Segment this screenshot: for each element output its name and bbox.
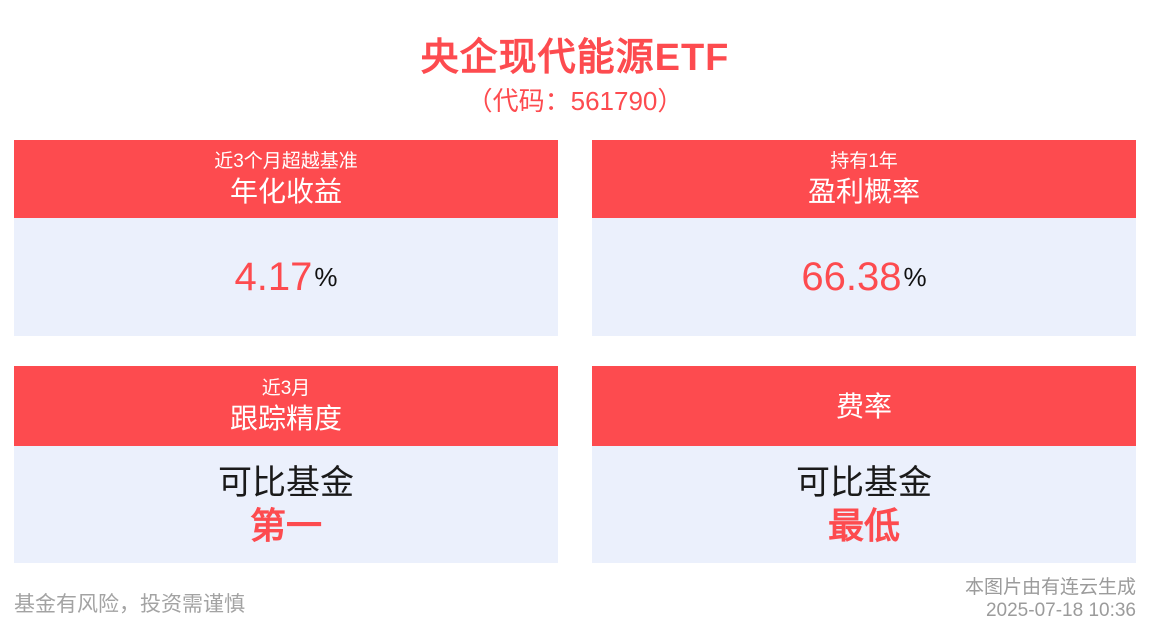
comparable-funds-label: 可比基金	[796, 463, 932, 502]
card-annualized-return: 近3个月超越基准 年化收益 4.17%	[14, 140, 558, 336]
card-fee-rate-header: 费率	[592, 366, 1136, 446]
card-profit-probability-body: 66.38%	[592, 218, 1136, 336]
card-metric-label: 年化收益	[229, 176, 342, 208]
profit-probability-unit: %	[903, 261, 927, 292]
image-credit-timestamp: 2025-07-18 10:36	[985, 599, 1136, 621]
card-period-label: 持有1年	[830, 150, 898, 172]
tracking-precision-rank: 第一	[249, 505, 322, 547]
page-title: 央企现代能源ETF	[420, 37, 730, 79]
card-profit-probability: 持有1年 盈利概率 66.38%	[592, 140, 1136, 336]
risk-disclaimer: 基金有风险，投资需谨慎	[14, 593, 245, 616]
card-period-label: 近3月	[261, 377, 311, 399]
image-credit-source: 本图片由有连云生成	[964, 577, 1136, 599]
annualized-return-value: 4.17	[234, 254, 313, 299]
card-tracking-precision-body: 可比基金 第一	[14, 446, 558, 563]
image-credit: 本图片由有连云生成 2025-07-18 10:36	[965, 577, 1136, 622]
card-metric-label: 盈利概率	[807, 176, 920, 208]
annualized-return-unit: %	[314, 261, 338, 292]
card-metric-label: 跟踪精度	[229, 403, 342, 435]
profit-probability-value: 66.38	[801, 254, 902, 299]
card-profit-probability-header: 持有1年 盈利概率	[592, 140, 1136, 218]
card-metric-label: 费率	[835, 390, 892, 422]
card-tracking-precision: 近3月 跟踪精度 可比基金 第一	[14, 366, 558, 563]
fee-rate-rank: 最低	[827, 505, 900, 547]
card-period-label: 近3个月超越基准	[214, 150, 358, 172]
card-fee-rate-body: 可比基金 最低	[592, 446, 1136, 563]
fund-code-subtitle: （代码：561790）	[466, 86, 684, 116]
card-annualized-return-body: 4.17%	[14, 218, 558, 336]
card-tracking-precision-header: 近3月 跟踪精度	[14, 366, 558, 446]
card-annualized-return-header: 近3个月超越基准 年化收益	[14, 140, 558, 218]
card-fee-rate: 费率 可比基金 最低	[592, 366, 1136, 563]
comparable-funds-label: 可比基金	[218, 463, 354, 502]
